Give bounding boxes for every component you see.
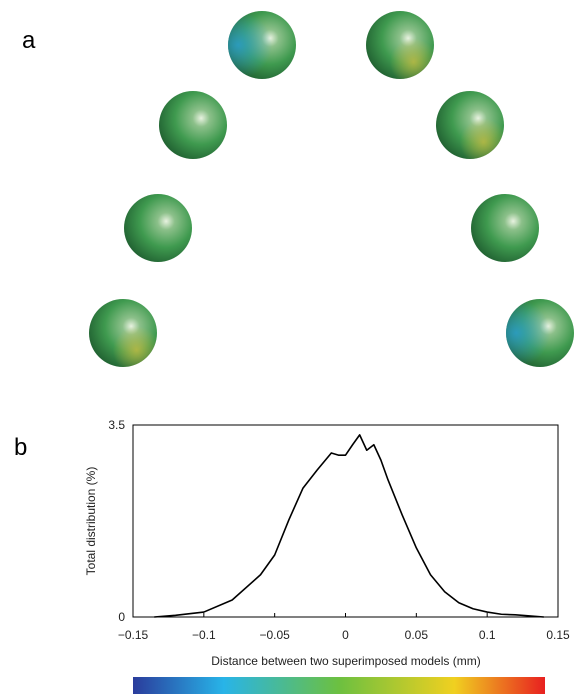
panel-label: a	[22, 27, 36, 54]
color-bar	[133, 677, 545, 694]
x-tick-label: 0.05	[405, 628, 429, 642]
x-axis-label: Distance between two superimposed models…	[211, 654, 480, 668]
panel-label: b	[14, 434, 27, 461]
data-line	[154, 435, 544, 617]
y-axis-label: Total distribution (%)	[84, 467, 98, 576]
sphere	[506, 299, 574, 367]
sphere	[89, 299, 157, 367]
spheres	[89, 11, 574, 367]
sphere	[124, 194, 192, 262]
y-tick-label: 0	[118, 610, 125, 624]
figure: a b Distance between two superimposed mo…	[0, 0, 575, 694]
x-tick-label: −0.05	[259, 628, 290, 642]
sphere	[366, 11, 434, 79]
x-tick-label: 0	[342, 628, 349, 642]
x-tick-label: −0.1	[192, 628, 216, 642]
sphere	[471, 194, 539, 262]
x-tick-label: −0.15	[118, 628, 149, 642]
y-tick-label: 3.5	[108, 418, 125, 432]
x-tick-label: 0.1	[479, 628, 496, 642]
sphere	[159, 91, 227, 159]
sphere	[436, 91, 504, 159]
x-tick-label: 0.15	[546, 628, 570, 642]
sphere	[228, 11, 296, 79]
